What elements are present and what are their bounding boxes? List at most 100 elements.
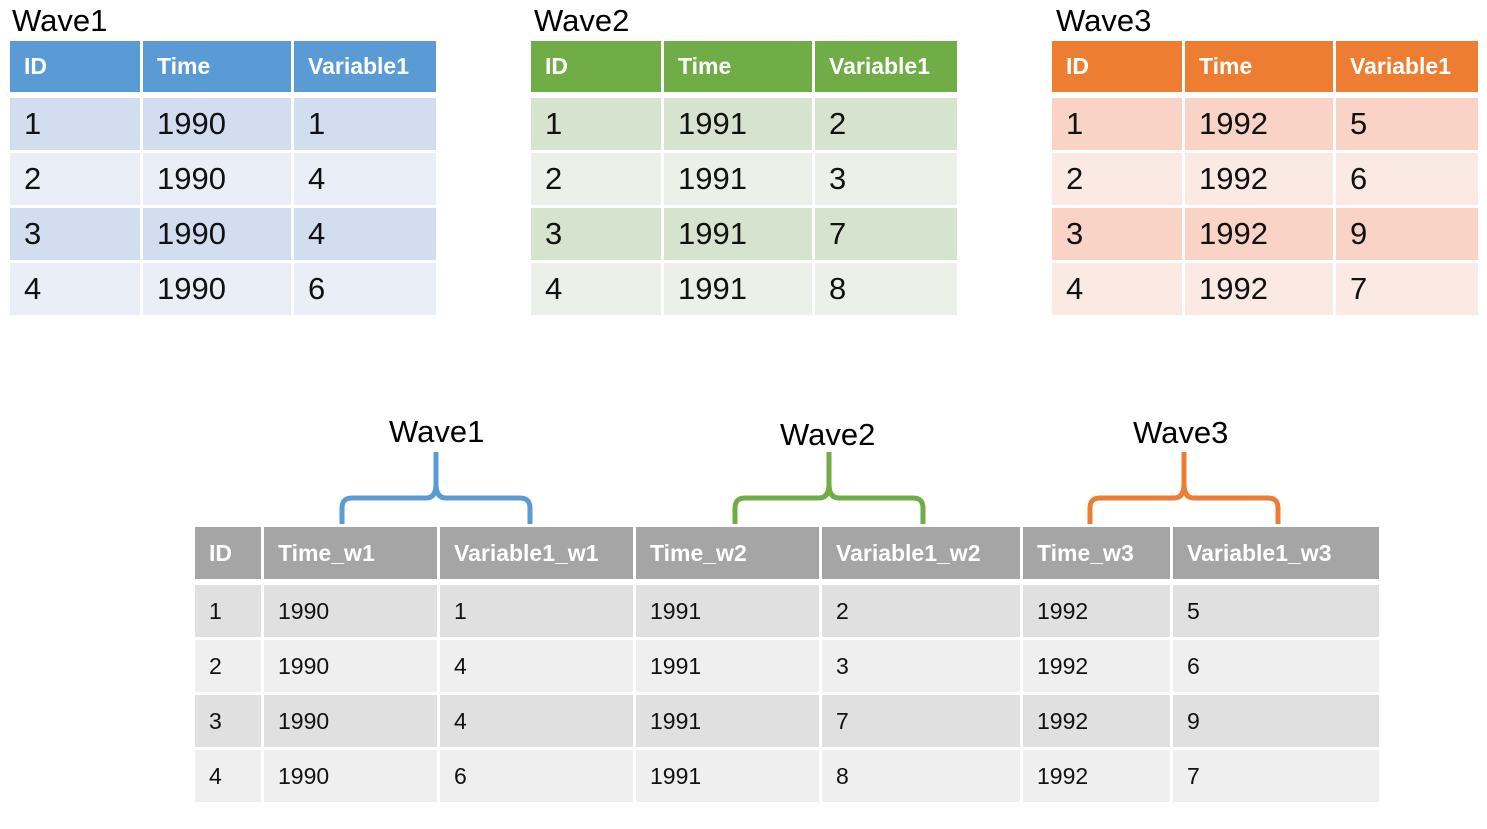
table-row: 2 1992 6 xyxy=(1049,150,1481,208)
bracket-label-wave2: Wave2 xyxy=(780,417,876,452)
table-cell: 2 xyxy=(819,580,1023,640)
column-header: ID xyxy=(7,38,143,98)
table-cell: 3 xyxy=(192,692,264,750)
table-cell: 1 xyxy=(291,93,439,153)
column-header: ID xyxy=(1049,38,1185,98)
table-cell: 5 xyxy=(1333,93,1481,153)
table-cell: 9 xyxy=(1333,205,1481,263)
table-row: 3 1991 7 xyxy=(528,205,960,263)
table-cell: 1 xyxy=(7,93,143,153)
table-cell: 7 xyxy=(812,205,960,263)
table-cell: 1 xyxy=(437,580,636,640)
table-cell: 6 xyxy=(437,747,636,805)
column-header: Time xyxy=(661,38,815,98)
table-cell: 5 xyxy=(1170,580,1382,640)
table-cell: 4 xyxy=(192,747,264,805)
column-header: Variable1_w2 xyxy=(819,524,1023,585)
table-cell: 1990 xyxy=(140,260,294,318)
table-cell: 1992 xyxy=(1182,260,1336,318)
table-cell: 1991 xyxy=(661,260,815,318)
wave1-bracket-icon xyxy=(339,452,533,524)
table-cell: 1990 xyxy=(261,692,440,750)
column-header: ID xyxy=(192,524,264,585)
column-header: Variable1 xyxy=(1333,38,1481,98)
table-row: 4 1992 7 xyxy=(1049,260,1481,318)
column-header: Time_w2 xyxy=(633,524,822,585)
table-row: 1 1991 2 xyxy=(528,93,960,153)
column-header: ID xyxy=(528,38,664,98)
table-cell: 7 xyxy=(1333,260,1481,318)
column-header: Variable1_w1 xyxy=(437,524,636,585)
table-row: 4 1990 6 xyxy=(7,260,439,318)
table-cell: 4 xyxy=(7,260,143,318)
table-row: 3 1992 9 xyxy=(1049,205,1481,263)
table-cell: 1992 xyxy=(1020,580,1173,640)
table-cell: 1991 xyxy=(661,150,815,208)
table-cell: 2 xyxy=(1049,150,1185,208)
table-cell: 1992 xyxy=(1020,747,1173,805)
table-row: 3 1990 4 1991 7 1992 9 xyxy=(192,692,1382,750)
table-cell: 1990 xyxy=(140,205,294,263)
table-cell: 1990 xyxy=(140,93,294,153)
table-cell: 9 xyxy=(1170,692,1382,750)
column-header: Variable1 xyxy=(812,38,960,98)
table-cell: 4 xyxy=(291,205,439,263)
table-cell: 4 xyxy=(291,150,439,208)
column-header: Time_w3 xyxy=(1020,524,1173,585)
merged-wide-table: ID Time_w1 Variable1_w1 Time_w2 Variable1_w2… xyxy=(192,524,1382,805)
wave1-title: Wave1 xyxy=(12,3,108,38)
table-cell: 1 xyxy=(1049,93,1185,153)
table-cell: 6 xyxy=(1333,150,1481,208)
table-cell: 6 xyxy=(1170,637,1382,695)
wave3-table: ID Time Variable1 1 1992 5 2 1992 6 3 1992 9 4 1992 7 xyxy=(1049,38,1481,318)
table-cell: 4 xyxy=(437,637,636,695)
column-header: Time xyxy=(140,38,294,98)
table-row: 1 1990 1 1991 2 1992 5 xyxy=(192,580,1382,640)
table-cell: 3 xyxy=(819,637,1023,695)
table-cell: 1991 xyxy=(633,747,822,805)
table-cell: 1990 xyxy=(261,747,440,805)
table-cell: 8 xyxy=(819,747,1023,805)
table-row: 1 1990 1 xyxy=(7,93,439,153)
table-cell: 1990 xyxy=(261,637,440,695)
table-cell: 1 xyxy=(528,93,664,153)
table-row: 2 1990 4 xyxy=(7,150,439,208)
table-row: 4 1990 6 1991 8 1992 7 xyxy=(192,747,1382,805)
bracket-label-wave3: Wave3 xyxy=(1133,415,1229,450)
table-row: 1 1992 5 xyxy=(1049,93,1481,153)
table-cell: 1990 xyxy=(261,580,440,640)
table-cell: 4 xyxy=(437,692,636,750)
table-cell: 1 xyxy=(192,580,264,640)
wave2-table: ID Time Variable1 1 1991 2 2 1991 3 3 1991 7 4 1991 8 xyxy=(528,38,960,318)
table-row: 2 1991 3 xyxy=(528,150,960,208)
table-cell: 1991 xyxy=(633,692,822,750)
table-cell: 2 xyxy=(528,150,664,208)
table-cell: 3 xyxy=(1049,205,1185,263)
table-cell: 1992 xyxy=(1182,93,1336,153)
table-row: 3 1990 4 xyxy=(7,205,439,263)
column-header: Time_w1 xyxy=(261,524,440,585)
table-cell: 1992 xyxy=(1182,205,1336,263)
table-cell: 7 xyxy=(1170,747,1382,805)
table-cell: 6 xyxy=(291,260,439,318)
table-cell: 8 xyxy=(812,260,960,318)
table-cell: 1991 xyxy=(661,205,815,263)
wave3-bracket-icon xyxy=(1087,452,1281,524)
bracket-label-wave1: Wave1 xyxy=(389,414,485,449)
table-cell: 3 xyxy=(7,205,143,263)
wave2-bracket-icon xyxy=(732,452,926,524)
table-cell: 7 xyxy=(819,692,1023,750)
table-cell: 2 xyxy=(7,150,143,208)
column-header: Time xyxy=(1182,38,1336,98)
table-cell: 4 xyxy=(1049,260,1185,318)
wave1-table: ID Time Variable1 1 1990 1 2 1990 4 3 1990 4 4 1990 6 xyxy=(7,38,439,318)
column-header: Variable1 xyxy=(291,38,439,98)
column-header: Variable1_w3 xyxy=(1170,524,1382,585)
table-cell: 2 xyxy=(192,637,264,695)
wave2-title: Wave2 xyxy=(534,3,630,38)
table-cell: 1991 xyxy=(661,93,815,153)
table-cell: 4 xyxy=(528,260,664,318)
table-row: 4 1991 8 xyxy=(528,260,960,318)
wave3-title: Wave3 xyxy=(1056,3,1152,38)
table-cell: 3 xyxy=(812,150,960,208)
